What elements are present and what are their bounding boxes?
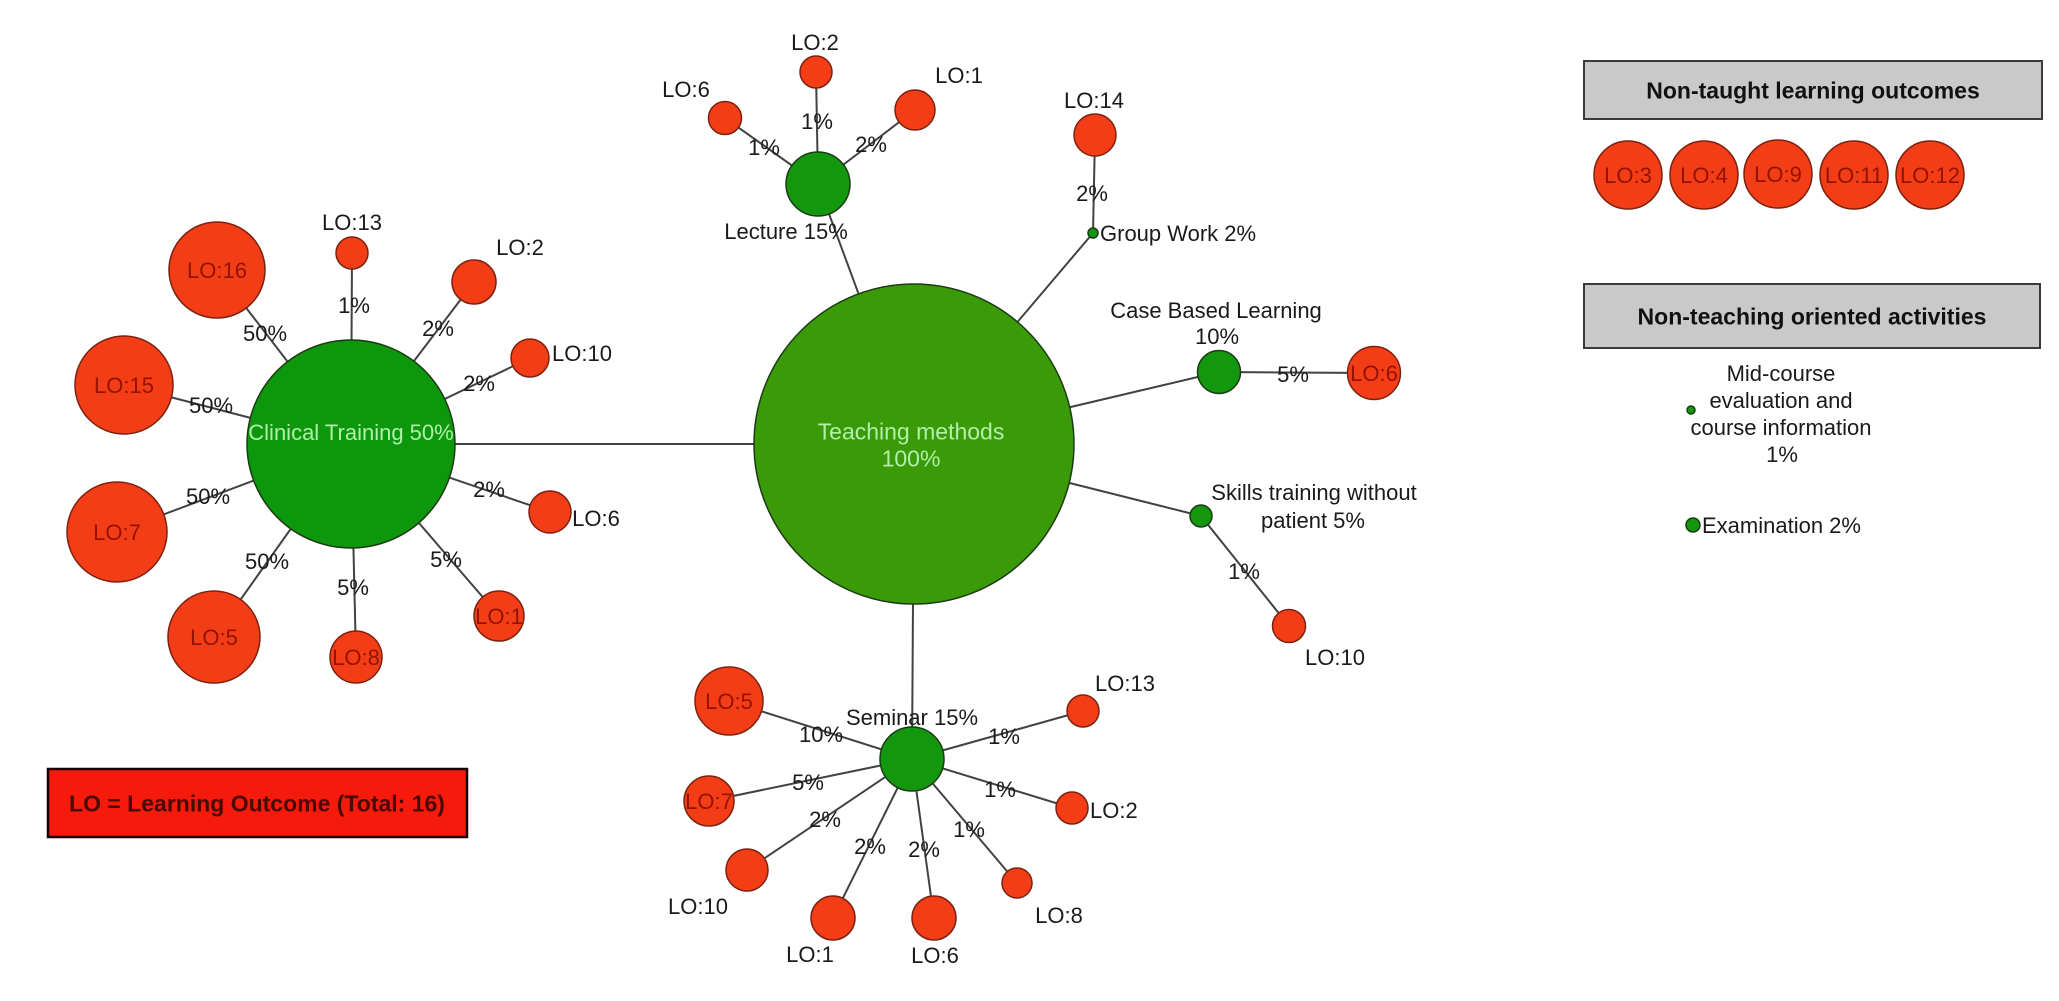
svg-text:LO:12: LO:12 bbox=[1900, 163, 1960, 188]
svg-text:LO:13: LO:13 bbox=[322, 210, 382, 235]
svg-text:10%: 10% bbox=[1195, 324, 1239, 349]
svg-text:5%: 5% bbox=[1277, 362, 1309, 387]
svg-text:1%: 1% bbox=[1766, 442, 1798, 467]
svg-text:LO:4: LO:4 bbox=[1680, 163, 1728, 188]
svg-text:5%: 5% bbox=[430, 547, 462, 572]
svg-text:LO:6: LO:6 bbox=[911, 943, 959, 968]
svg-text:LO:13: LO:13 bbox=[1095, 671, 1155, 696]
svg-text:LO:1: LO:1 bbox=[935, 63, 983, 88]
svg-text:LO:14: LO:14 bbox=[1064, 88, 1124, 113]
svg-text:Seminar 15%: Seminar 15% bbox=[846, 705, 978, 730]
svg-text:LO:1: LO:1 bbox=[475, 604, 523, 629]
svg-text:LO:7: LO:7 bbox=[93, 520, 141, 545]
svg-text:Clinical Training 50%: Clinical Training 50% bbox=[248, 420, 453, 445]
svg-text:Lecture 15%: Lecture 15% bbox=[724, 219, 848, 244]
svg-text:LO:5: LO:5 bbox=[190, 625, 238, 650]
svg-text:LO:10: LO:10 bbox=[1305, 645, 1365, 670]
svg-text:1%: 1% bbox=[1228, 559, 1260, 584]
svg-text:100%: 100% bbox=[882, 445, 941, 471]
svg-text:LO:5: LO:5 bbox=[705, 689, 753, 714]
svg-text:LO:2: LO:2 bbox=[496, 235, 544, 260]
svg-text:LO:8: LO:8 bbox=[332, 645, 380, 670]
svg-text:LO:10: LO:10 bbox=[668, 894, 728, 919]
svg-text:Mid-course: Mid-course bbox=[1727, 361, 1836, 386]
svg-text:LO = Learning Outcome (Total:: LO = Learning Outcome (Total: 16) bbox=[69, 790, 445, 816]
svg-text:Non-teaching oriented activiti: Non-teaching oriented activities bbox=[1638, 303, 1987, 329]
svg-text:Examination 2%: Examination 2% bbox=[1702, 513, 1861, 538]
svg-text:LO:2: LO:2 bbox=[1090, 798, 1138, 823]
svg-text:1%: 1% bbox=[953, 817, 985, 842]
svg-text:2%: 2% bbox=[854, 834, 886, 859]
svg-text:evaluation and: evaluation and bbox=[1709, 388, 1852, 413]
svg-text:course information: course information bbox=[1691, 415, 1872, 440]
svg-text:LO:8: LO:8 bbox=[1035, 903, 1083, 928]
svg-text:LO:9: LO:9 bbox=[1754, 162, 1802, 187]
svg-text:50%: 50% bbox=[189, 393, 233, 418]
svg-text:2%: 2% bbox=[473, 477, 505, 502]
svg-text:50%: 50% bbox=[243, 321, 287, 346]
svg-text:LO:6: LO:6 bbox=[1350, 361, 1398, 386]
svg-text:patient 5%: patient 5% bbox=[1261, 508, 1365, 533]
svg-text:LO:11: LO:11 bbox=[1825, 163, 1883, 188]
svg-text:LO:1: LO:1 bbox=[786, 942, 834, 967]
svg-text:Non-taught learning outcomes: Non-taught learning outcomes bbox=[1646, 77, 1980, 103]
svg-text:LO:15: LO:15 bbox=[94, 373, 154, 398]
svg-text:LO:7: LO:7 bbox=[685, 789, 733, 814]
svg-text:5%: 5% bbox=[792, 770, 824, 795]
svg-text:2%: 2% bbox=[809, 807, 841, 832]
svg-text:5%: 5% bbox=[337, 575, 369, 600]
svg-text:Group Work 2%: Group Work 2% bbox=[1100, 221, 1256, 246]
svg-text:1%: 1% bbox=[338, 293, 370, 318]
svg-text:2%: 2% bbox=[908, 837, 940, 862]
svg-text:2%: 2% bbox=[1076, 181, 1108, 206]
svg-text:1%: 1% bbox=[984, 777, 1016, 802]
svg-text:1%: 1% bbox=[801, 109, 833, 134]
svg-text:1%: 1% bbox=[988, 724, 1020, 749]
svg-text:2%: 2% bbox=[855, 132, 887, 157]
svg-text:LO:10: LO:10 bbox=[552, 341, 612, 366]
svg-text:LO:2: LO:2 bbox=[791, 30, 839, 55]
svg-text:2%: 2% bbox=[422, 316, 454, 341]
svg-text:Skills training without: Skills training without bbox=[1211, 480, 1416, 505]
svg-text:2%: 2% bbox=[463, 371, 495, 396]
svg-text:LO:6: LO:6 bbox=[662, 77, 710, 102]
svg-text:Teaching methods: Teaching methods bbox=[818, 418, 1005, 444]
svg-text:10%: 10% bbox=[799, 722, 843, 747]
svg-text:50%: 50% bbox=[245, 549, 289, 574]
svg-text:LO:6: LO:6 bbox=[572, 506, 620, 531]
svg-text:LO:3: LO:3 bbox=[1604, 163, 1652, 188]
svg-text:Case Based Learning: Case Based Learning bbox=[1110, 298, 1322, 323]
svg-text:LO:16: LO:16 bbox=[187, 258, 247, 283]
svg-text:1%: 1% bbox=[748, 135, 780, 160]
svg-text:50%: 50% bbox=[186, 484, 230, 509]
